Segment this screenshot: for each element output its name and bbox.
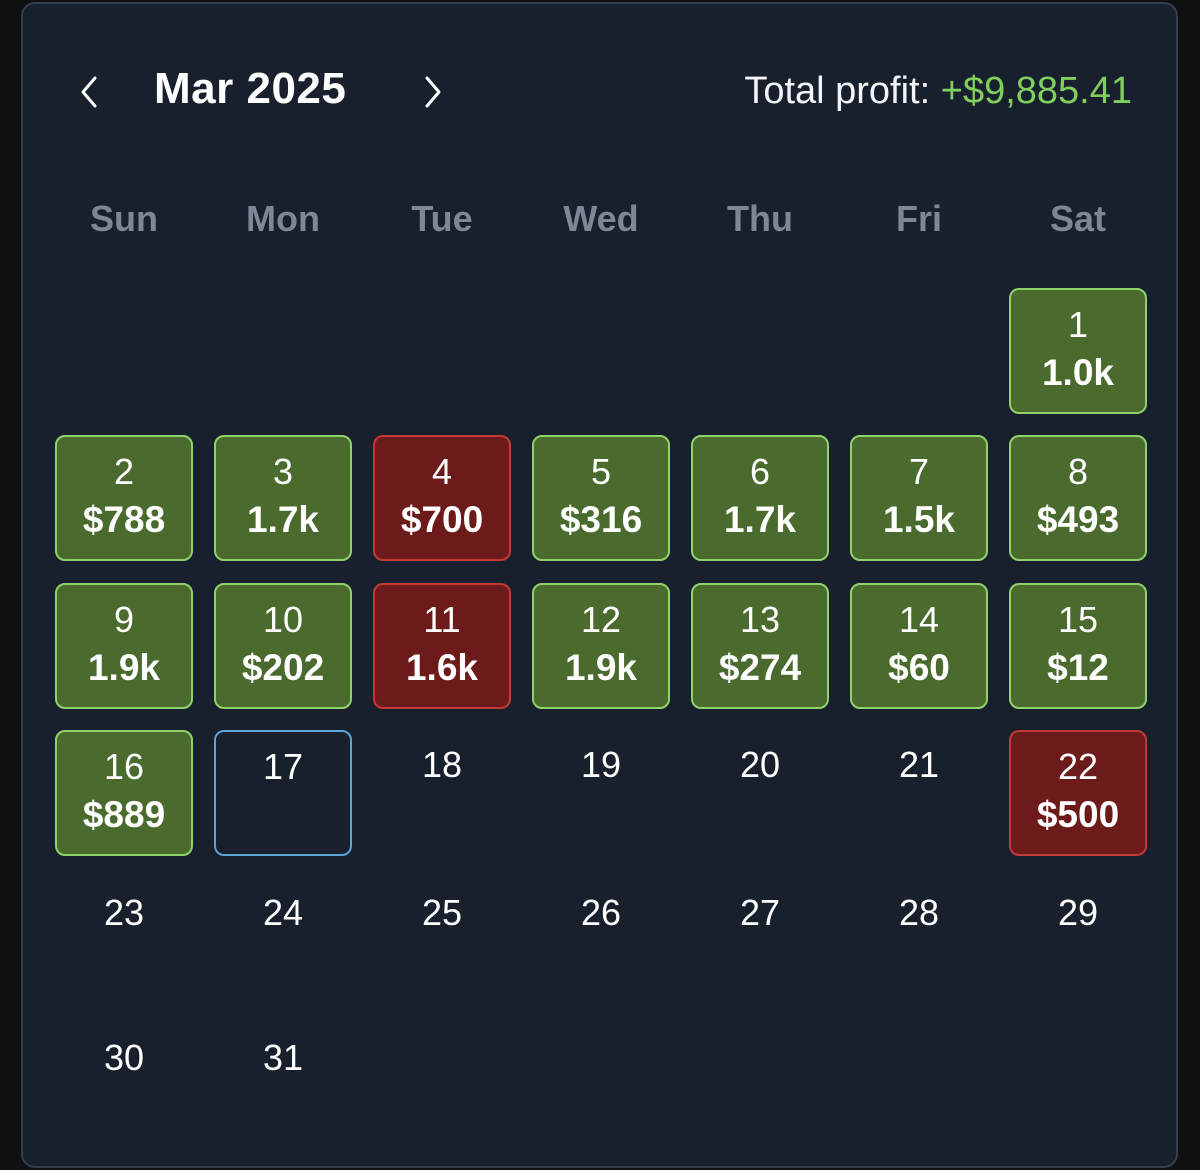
day-cell[interactable]: 9 1.9k	[55, 583, 193, 709]
day-cell[interactable]: 4 $700	[373, 435, 511, 561]
day-cell[interactable]: 20	[691, 730, 829, 856]
weekday-header-row: Sun Mon Tue Wed Thu Fri Sat	[55, 198, 1169, 250]
day-cell[interactable]: 1 1.0k	[1009, 288, 1147, 414]
day-cell[interactable]: 3 1.7k	[214, 435, 352, 561]
day-cell[interactable]: 19	[532, 730, 670, 856]
day-number: 17	[262, 746, 304, 787]
total-profit-label: Total profit:	[744, 70, 931, 112]
day-number: 23	[103, 892, 145, 933]
day-number: 21	[898, 744, 940, 785]
day-cell[interactable]: 11 1.6k	[373, 583, 511, 709]
day-profit-value: 1.9k	[87, 647, 160, 688]
day-number: 24	[262, 892, 304, 933]
day-profit-value: 1.9k	[564, 647, 637, 688]
day-profit-value: $202	[241, 647, 325, 688]
day-cell[interactable]: 24	[214, 878, 352, 1004]
weekday-label: Sun	[90, 198, 158, 239]
chevron-right-icon	[425, 76, 441, 108]
day-cell[interactable]: 5 $316	[532, 435, 670, 561]
day-cell[interactable]: 18	[373, 730, 511, 856]
day-profit-value: 1.7k	[246, 499, 319, 540]
day-number: 18	[421, 744, 463, 785]
weekday-label: Sat	[1049, 198, 1107, 239]
day-number: 4	[431, 451, 453, 492]
day-number: 25	[421, 892, 463, 933]
day-number: 8	[1067, 451, 1089, 492]
total-profit-value: +$9,885.41	[940, 70, 1132, 112]
chevron-left-icon	[81, 76, 97, 108]
day-cell[interactable]: 12 1.9k	[532, 583, 670, 709]
day-cell[interactable]: 2 $788	[55, 435, 193, 561]
next-month-button[interactable]	[413, 72, 453, 112]
day-number: 29	[1057, 892, 1099, 933]
weekday-label: Fri	[895, 198, 942, 239]
day-profit-value: $12	[1047, 647, 1109, 688]
day-number: 15	[1057, 599, 1099, 640]
day-profit-value: $316	[559, 499, 643, 540]
day-number: 2	[113, 451, 135, 492]
day-number: 11	[423, 599, 461, 640]
day-profit-value: 1.0k	[1041, 352, 1114, 393]
day-number: 31	[262, 1037, 304, 1078]
day-profit-value: $788	[82, 499, 166, 540]
day-profit-value: 1.5k	[882, 499, 955, 540]
day-number: 30	[103, 1037, 145, 1078]
day-number: 9	[113, 599, 135, 640]
day-cell[interactable]: 31	[214, 1023, 352, 1149]
day-cell[interactable]: 14 $60	[850, 583, 988, 709]
day-cell[interactable]: 7 1.5k	[850, 435, 988, 561]
weekday-label: Mon	[246, 198, 320, 239]
day-number: 16	[103, 746, 145, 787]
day-number: 12	[580, 599, 622, 640]
day-cell[interactable]: 25	[373, 878, 511, 1004]
month-title: Mar 2025	[154, 64, 347, 113]
day-cell[interactable]: 28	[850, 878, 988, 1004]
day-cell[interactable]: 29	[1009, 878, 1147, 1004]
day-number: 19	[580, 744, 622, 785]
day-number: 1	[1067, 304, 1089, 345]
day-cell[interactable]: 30	[55, 1023, 193, 1149]
day-cell[interactable]: 23	[55, 878, 193, 1004]
day-number: 6	[749, 451, 771, 492]
day-cell[interactable]: 27	[691, 878, 829, 1004]
weekday-label: Wed	[563, 198, 639, 239]
prev-month-button[interactable]	[69, 72, 109, 112]
weekday-label: Tue	[411, 198, 473, 239]
weekday-label: Thu	[727, 198, 793, 239]
day-cell[interactable]: 8 $493	[1009, 435, 1147, 561]
day-number: 28	[898, 892, 940, 933]
day-number: 3	[272, 451, 294, 492]
day-cell[interactable]: 16 $889	[55, 730, 193, 856]
day-profit-value: $500	[1036, 794, 1120, 835]
day-cell[interactable]: 26	[532, 878, 670, 1004]
day-cell[interactable]: 10 $202	[214, 583, 352, 709]
day-number: 10	[262, 599, 304, 640]
calendar-header: Mar 2025 Total profit: +$9,885.41	[23, 52, 1176, 132]
day-cell[interactable]: 6 1.7k	[691, 435, 829, 561]
day-cell[interactable]: 17	[214, 730, 352, 856]
day-profit-value: 1.6k	[405, 647, 478, 688]
day-cell[interactable]: 13 $274	[691, 583, 829, 709]
day-number: 13	[739, 599, 781, 640]
day-number: 22	[1057, 746, 1099, 787]
day-profit-value: $493	[1036, 499, 1120, 540]
day-profit-value: $700	[400, 499, 484, 540]
day-number: 7	[908, 451, 930, 492]
day-profit-value: $60	[888, 647, 950, 688]
day-number: 14	[898, 599, 940, 640]
day-cell[interactable]: 21	[850, 730, 988, 856]
day-number: 26	[580, 892, 622, 933]
total-profit: Total profit: +$9,885.41	[744, 70, 1132, 113]
day-grid: 1 1.0k 2 $788 3 1.7k 4 $700 5 $316 6 1.7k 7 1.5k 8 $493…	[23, 4, 1176, 1166]
day-cell[interactable]: 22 $500	[1009, 730, 1147, 856]
calendar-panel: Mar 2025 Total profit: +$9,885.41 Sun Mo…	[21, 2, 1178, 1168]
day-cell[interactable]: 15 $12	[1009, 583, 1147, 709]
day-number: 5	[590, 451, 612, 492]
day-profit-value: $274	[718, 647, 802, 688]
day-profit-value: $889	[82, 794, 166, 835]
day-number: 20	[739, 744, 781, 785]
day-profit-value: 1.7k	[723, 499, 796, 540]
day-number: 27	[739, 892, 781, 933]
